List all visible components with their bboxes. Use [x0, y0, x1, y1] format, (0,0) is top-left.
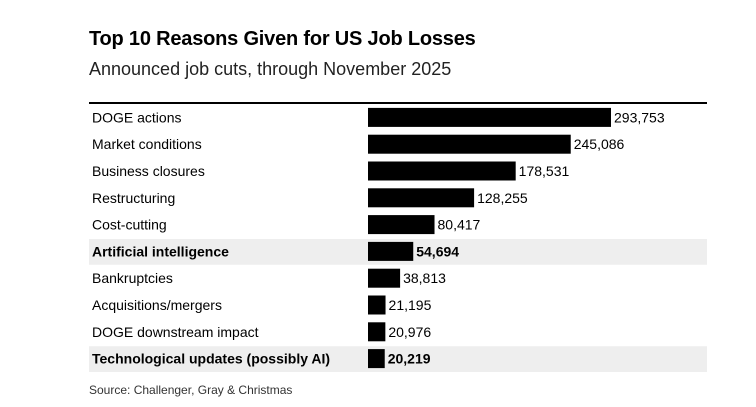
bar — [368, 161, 516, 181]
chart-subtitle: Announced job cuts, through November 202… — [89, 59, 452, 79]
category-label: Bankruptcies — [92, 270, 173, 286]
chart-title: Top 10 Reasons Given for US Job Losses — [89, 28, 476, 50]
category-label: Business closures — [92, 163, 205, 179]
category-label: Technological updates (possibly AI) — [92, 351, 330, 367]
bar — [368, 349, 385, 369]
bar — [368, 322, 386, 342]
category-label: DOGE downstream impact — [92, 324, 259, 340]
bar — [368, 268, 401, 288]
bar — [368, 215, 435, 235]
category-labels: DOGE actions Market conditions Business cl… — [92, 109, 330, 366]
bar — [368, 134, 571, 154]
category-label: Artificial intelligence — [92, 243, 229, 259]
bar — [368, 107, 611, 127]
data-label: 38,813 — [403, 270, 446, 286]
category-label: Restructuring — [92, 190, 175, 206]
bar — [368, 188, 475, 208]
category-label: Market conditions — [92, 136, 202, 152]
category-label: DOGE actions — [92, 109, 181, 125]
data-label: 80,417 — [438, 217, 481, 233]
category-label: Acquisitions/mergers — [92, 297, 222, 313]
bars — [368, 107, 611, 369]
data-label: 20,219 — [388, 351, 431, 367]
data-label: 245,086 — [574, 136, 625, 152]
bar — [368, 241, 414, 261]
data-label: 293,753 — [614, 109, 665, 125]
data-label: 178,531 — [519, 163, 570, 179]
data-label: 20,976 — [388, 324, 431, 340]
data-label: 54,694 — [416, 243, 459, 259]
source-note: Source: Challenger, Gray & Christmas — [89, 383, 293, 397]
data-label: 21,195 — [389, 297, 432, 313]
category-label: Cost-cutting — [92, 217, 167, 233]
highlight-row-bg — [89, 346, 707, 372]
top-divider — [89, 102, 707, 104]
bar — [368, 295, 386, 315]
data-label: 128,255 — [477, 190, 528, 206]
